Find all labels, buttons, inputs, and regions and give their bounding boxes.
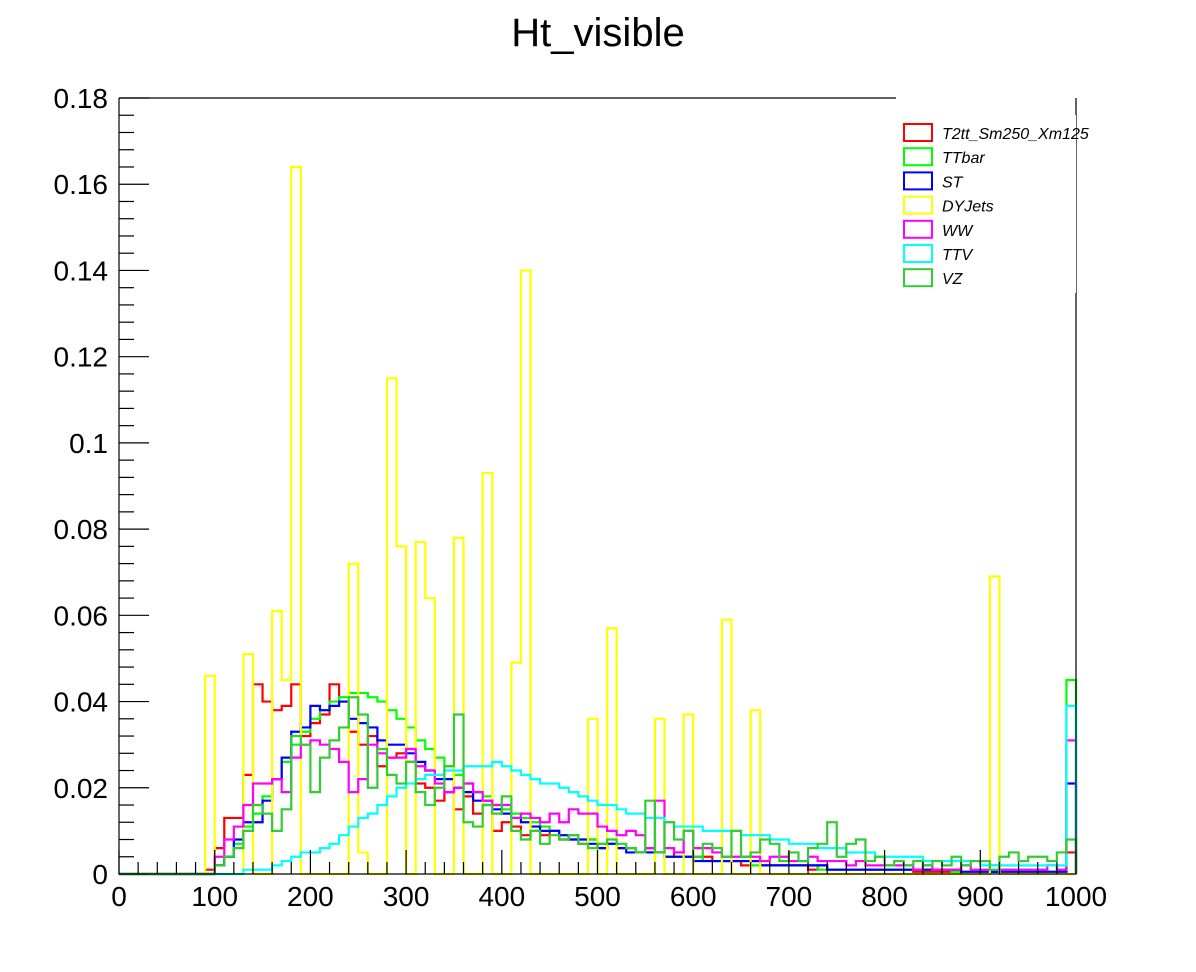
x-tick-label: 600 [670, 881, 717, 912]
series-line-ww [119, 739, 1078, 876]
x-axis-tick-labels: 0 100 200 300 400 500 600 700 800 900 1000 [111, 881, 1107, 912]
x-tick-label: 300 [383, 881, 430, 912]
legend-swatch [903, 147, 933, 167]
chart-title: Ht_visible [511, 11, 684, 55]
legend-swatch [903, 123, 933, 142]
legend-swatch [903, 195, 933, 215]
plot-axes [118, 97, 1077, 875]
series-line-st [119, 700, 1078, 876]
y-tick-label: 0.18 [54, 83, 109, 114]
legend-label: WW [942, 223, 974, 240]
x-tick-label: 700 [766, 881, 813, 912]
y-tick-label: 0.08 [54, 514, 109, 545]
y-tick-label: 0.12 [54, 342, 109, 373]
y-tick-label: 0.02 [54, 773, 109, 804]
y-tick-label: 0.1 [69, 428, 108, 459]
x-tick-label: 400 [478, 881, 525, 912]
x-tick-label: 500 [574, 881, 621, 912]
y-tick-label: 0 [92, 859, 108, 890]
y-tick-label: 0.16 [54, 169, 109, 200]
x-tick-label: 200 [287, 881, 334, 912]
x-tick-label: 0 [111, 881, 127, 912]
legend-label: DYJets [942, 199, 994, 216]
legend-label: T2tt_Sm250_Xm125 [942, 126, 1089, 143]
x-tick-label: 100 [191, 881, 238, 912]
legend: T2tt_Sm250_Xm125 TTbar ST DYJets WW TTV VZ [896, 115, 1089, 293]
legend-label: TTbar [942, 150, 985, 167]
legend-swatch [903, 244, 933, 263]
legend-label: ST [942, 174, 964, 191]
x-tick-label: 800 [861, 881, 908, 912]
legend-label: VZ [942, 271, 964, 288]
y-axis-tick-labels: 0 0.02 0.04 0.06 0.08 0.1 0.12 0.14 0.16 0.18 [54, 83, 109, 890]
y-tick-label: 0.04 [54, 687, 109, 718]
legend-swatch [903, 171, 933, 191]
x-tick-label: 900 [957, 881, 1004, 912]
legend-label: TTV [942, 247, 974, 264]
y-tick-label: 0.14 [54, 255, 109, 286]
series-line-ttv [119, 704, 1078, 876]
y-tick-label: 0.06 [54, 600, 109, 631]
legend-swatch [903, 219, 933, 239]
x-tick-label: 1000 [1045, 881, 1107, 912]
legend-swatch [903, 268, 933, 288]
